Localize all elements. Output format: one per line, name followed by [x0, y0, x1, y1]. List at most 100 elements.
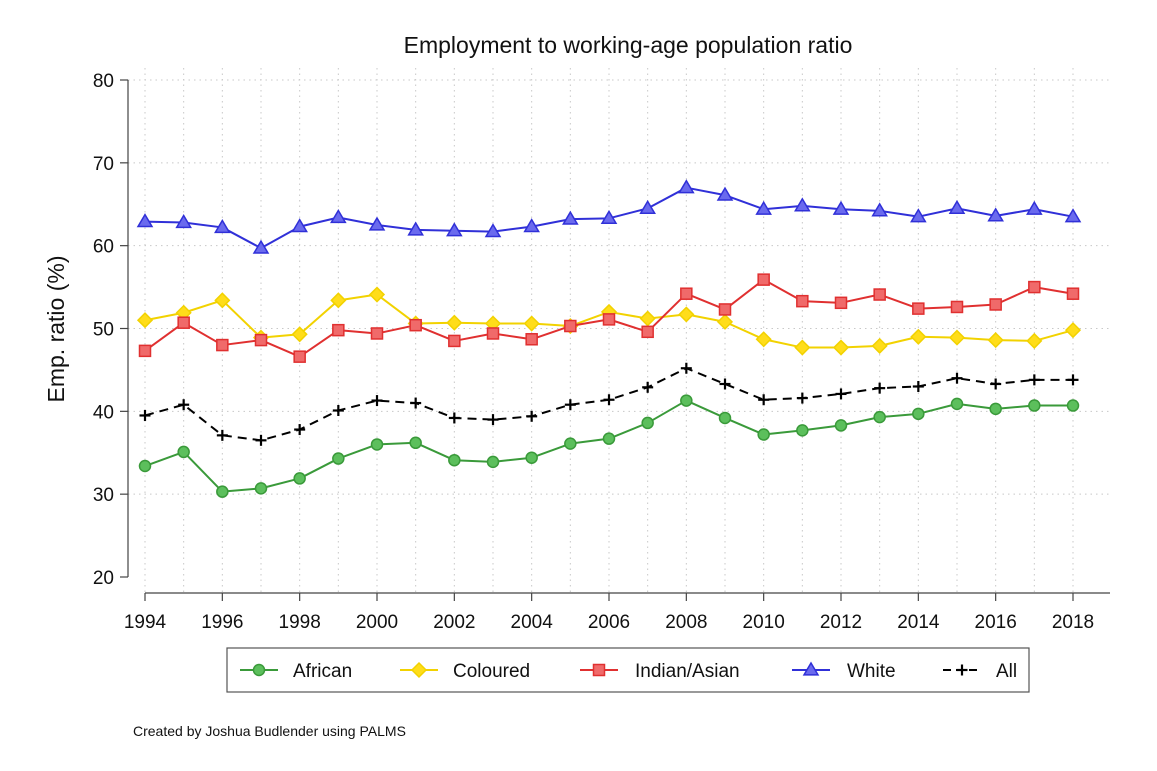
data-point-white	[330, 209, 347, 224]
legend-marker	[592, 663, 606, 677]
x-tick-label: 2010	[743, 612, 785, 633]
legend: African Coloured Indian/Asian White All	[226, 647, 1030, 693]
data-point-african	[564, 437, 577, 450]
data-point-african	[950, 397, 964, 411]
data-point-all	[603, 394, 615, 406]
y-tick-label: 60	[93, 237, 114, 258]
data-point-indian-asian	[293, 350, 306, 363]
data-point-indian-asian	[1028, 280, 1041, 294]
data-point-african	[834, 419, 848, 432]
x-tick-label: 2006	[588, 612, 630, 633]
data-point-all	[680, 362, 692, 374]
data-point-all	[951, 372, 963, 384]
y-tick-label: 70	[93, 154, 114, 175]
data-point-african	[718, 411, 732, 425]
data-point-indian-asian	[254, 333, 268, 347]
data-point-indian-asian	[370, 327, 384, 340]
data-point-white	[136, 213, 154, 228]
data-point-coloured	[987, 332, 1004, 349]
data-point-african	[448, 453, 461, 467]
data-point-coloured	[523, 315, 540, 332]
data-point-all	[487, 414, 499, 426]
data-point-indian-asian	[409, 318, 422, 332]
data-point-white	[639, 199, 656, 215]
legend-label: Indian/Asian	[635, 661, 740, 682]
x-tick-label: 2014	[897, 612, 940, 633]
data-point-coloured	[948, 329, 966, 346]
data-point-white	[175, 213, 192, 229]
series-all	[139, 362, 1079, 446]
data-point-all	[448, 412, 460, 424]
series-coloured	[136, 286, 1082, 356]
x-tick-label: 1996	[201, 612, 243, 633]
data-point-all	[371, 395, 383, 407]
data-point-all	[835, 388, 847, 400]
y-tick-label: 80	[93, 71, 114, 92]
y-tick-label: 20	[93, 568, 114, 589]
legend-marker	[252, 663, 266, 677]
data-point-indian-asian	[912, 302, 925, 315]
data-point-indian-asian	[680, 287, 693, 300]
data-point-coloured	[136, 312, 154, 329]
data-point-coloured	[1064, 322, 1082, 339]
data-point-white	[1064, 208, 1082, 223]
data-point-indian-asian	[989, 298, 1002, 311]
data-point-indian-asian	[525, 333, 538, 346]
data-point-african	[525, 451, 538, 464]
series-indian-asian	[138, 273, 1080, 363]
data-point-african	[216, 485, 229, 498]
data-point-all	[874, 382, 886, 394]
legend-label: Coloured	[453, 661, 530, 682]
series-white	[136, 179, 1082, 254]
legend-marker	[410, 661, 428, 679]
data-point-coloured	[214, 292, 231, 309]
data-point-coloured	[678, 306, 695, 323]
data-point-all	[410, 397, 422, 409]
data-point-all	[796, 392, 808, 404]
data-point-indian-asian	[602, 313, 616, 326]
data-point-african	[989, 402, 1002, 416]
data-point-african	[1028, 399, 1041, 412]
x-tick-label: 2018	[1052, 612, 1094, 633]
data-point-white	[446, 222, 463, 237]
data-point-indian-asian	[796, 294, 809, 308]
data-point-white	[214, 218, 231, 234]
data-point-white	[562, 210, 579, 225]
chart-title: Employment to working-age population rat…	[404, 32, 853, 58]
data-point-african	[486, 455, 500, 469]
data-point-white	[368, 216, 386, 231]
data-point-white	[794, 197, 811, 212]
data-point-indian-asian	[1066, 287, 1080, 300]
legend-item-indian-asian: Indian/Asian	[580, 661, 740, 682]
gridlines	[128, 68, 1110, 593]
data-point-white	[407, 221, 424, 236]
data-point-white	[910, 208, 927, 223]
data-point-all	[912, 380, 924, 392]
data-point-all	[294, 424, 306, 436]
data-point-white	[484, 223, 502, 238]
legend-label: White	[847, 661, 896, 682]
legend-label: African	[293, 661, 352, 682]
data-point-white	[987, 207, 1004, 222]
data-point-white	[948, 199, 966, 215]
data-point-african	[1066, 399, 1080, 412]
legend-item-white: White	[792, 661, 896, 682]
data-point-all	[758, 394, 770, 406]
x-tick-label: 2002	[433, 612, 475, 633]
data-point-coloured	[871, 337, 888, 354]
data-point-all	[255, 434, 267, 446]
data-point-african	[873, 410, 886, 424]
data-point-white	[755, 200, 772, 215]
y-tick-label: 50	[93, 320, 114, 341]
legend-marker	[956, 664, 968, 676]
legend-item-all: All	[943, 661, 1017, 682]
data-point-african	[912, 407, 925, 421]
data-point-african	[602, 432, 616, 445]
legend-item-coloured: Coloured	[400, 661, 530, 682]
data-point-all	[564, 399, 576, 411]
data-point-indian-asian	[486, 327, 500, 340]
data-point-white	[523, 218, 540, 233]
data-point-african	[680, 394, 693, 407]
data-point-indian-asian	[138, 344, 152, 358]
